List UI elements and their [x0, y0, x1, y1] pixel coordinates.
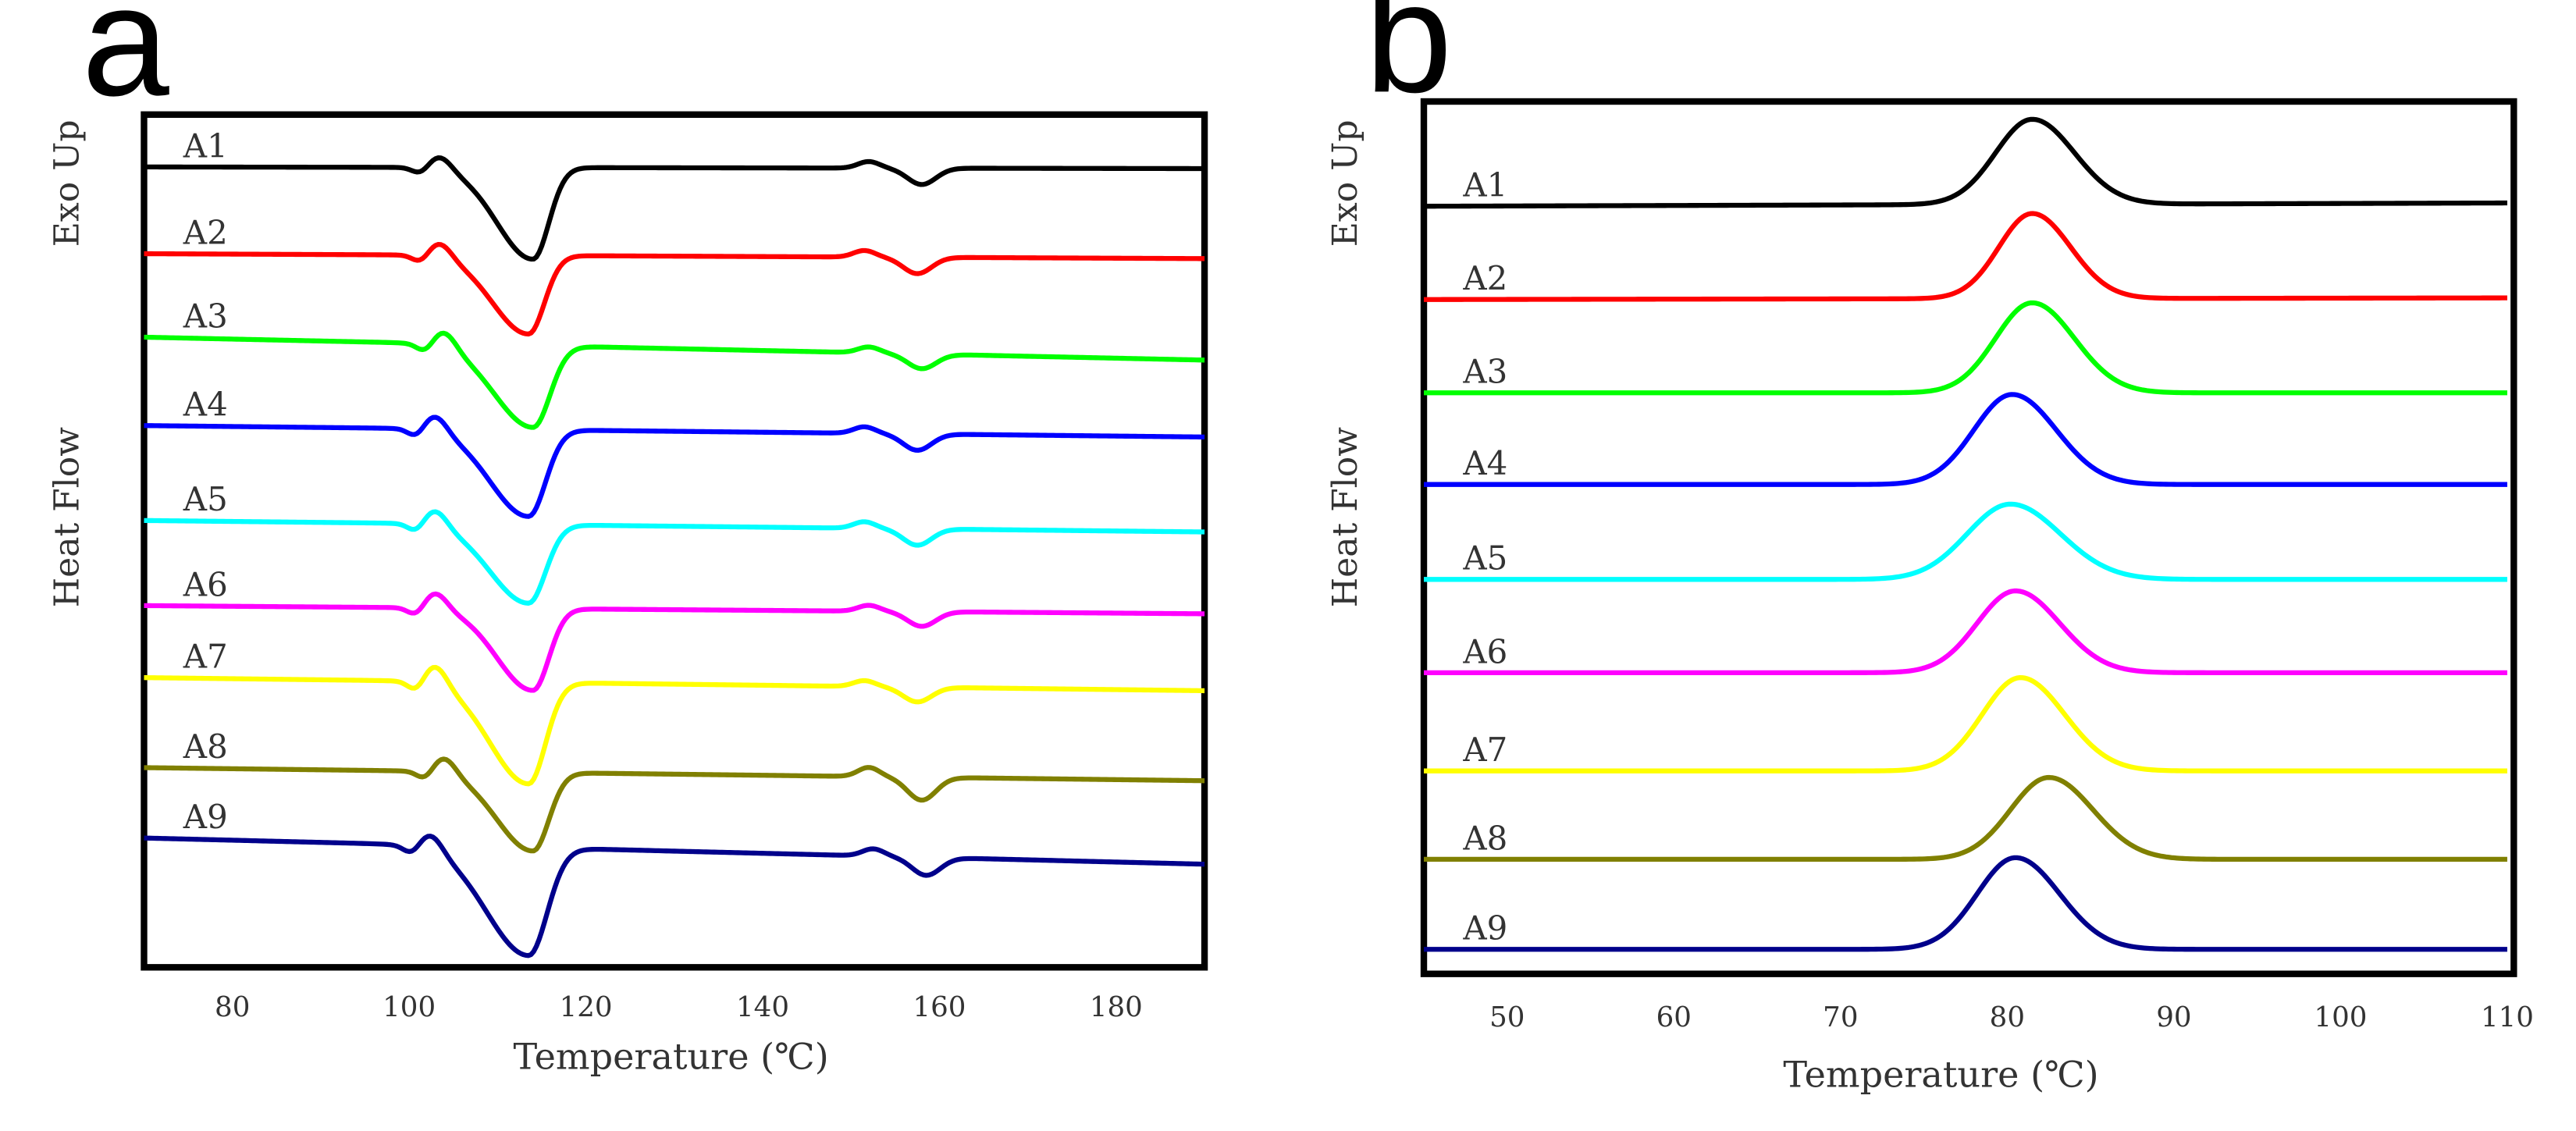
series-label-a1: A1: [183, 126, 228, 165]
plot-frame-a: [141, 111, 1208, 971]
series-line-a4: [1424, 392, 2507, 487]
series-line-a2: [144, 241, 1205, 337]
x-tick-label: 80: [1990, 1001, 2025, 1033]
series-line-a7: [1424, 675, 2507, 774]
series-label-a1: A1: [1462, 166, 1507, 205]
series-line-a8: [1424, 774, 2507, 862]
x-tick-label: 180: [1090, 991, 1143, 1023]
chart-panel-a: a Exo Up Heat Flow 80 100 120 140 160 180 A1 A…: [48, 0, 1208, 1077]
series-label-a9: A9: [1462, 909, 1507, 948]
series-line-a9: [144, 834, 1205, 959]
series-line-a3: [144, 330, 1205, 430]
series-label-a6: A6: [1462, 632, 1507, 670]
series-label-a9: A9: [183, 798, 228, 836]
x-tick-label: 110: [2481, 1001, 2534, 1033]
panel-label-b: b: [1365, 0, 1453, 125]
series-line-a5: [144, 509, 1205, 606]
x-tick-label: 70: [1823, 1001, 1858, 1033]
series-label-a7: A7: [183, 638, 228, 676]
series-label-a7: A7: [1462, 731, 1507, 769]
series-label-a2: A2: [183, 213, 228, 251]
series-line-a1: [1424, 116, 2507, 209]
series-label-a4: A4: [183, 386, 228, 424]
chart-panel-b: b Exo Up Heat Flow 50 60 70 80 90 100 110 A1 A2…: [1325, 0, 2534, 1095]
series-line-a2: [1424, 211, 2507, 302]
x-tick-label: 60: [1656, 1001, 1692, 1033]
series-label-a6: A6: [183, 565, 228, 603]
series-line-a3: [1424, 300, 2507, 396]
series-line-a1: [144, 155, 1205, 262]
y-axis-label-top-b: Exo Up: [1325, 119, 1365, 247]
series-label-a5: A5: [1462, 539, 1507, 578]
series-label-a2: A2: [1462, 259, 1507, 297]
series-label-a3: A3: [183, 297, 228, 335]
x-tick-label: 120: [560, 991, 613, 1023]
series-line-a4: [144, 414, 1205, 519]
x-tick-label: 100: [382, 991, 436, 1023]
series-line-a7: [144, 664, 1205, 787]
series-line-a6: [1424, 588, 2507, 675]
x-axis-label-b: Temperature (℃): [1783, 1053, 2098, 1095]
x-tick-label: 80: [215, 991, 250, 1023]
y-axis-label-bottom-a: Heat Flow: [48, 427, 87, 607]
x-tick-label: 100: [2314, 1001, 2367, 1033]
series-label-a3: A3: [1462, 353, 1507, 391]
plot-frame-b: [1420, 98, 2517, 977]
series-line-a6: [144, 591, 1205, 693]
series-label-a4: A4: [1462, 444, 1507, 482]
y-axis-label-bottom-b: Heat Flow: [1325, 427, 1365, 607]
series-line-a5: [1424, 501, 2507, 582]
x-tick-label: 50: [1489, 1001, 1525, 1033]
series-label-a8: A8: [1462, 819, 1507, 857]
x-tick-label: 90: [2156, 1001, 2191, 1033]
series-line-a8: [144, 756, 1205, 854]
series-line-a9: [1424, 855, 2507, 952]
x-tick-label: 160: [913, 991, 966, 1023]
x-tick-label: 140: [736, 991, 789, 1023]
panel-label-a: a: [82, 0, 169, 129]
x-axis-label-a: Temperature (℃): [513, 1035, 828, 1077]
series-label-a8: A8: [183, 727, 228, 766]
series-label-a5: A5: [183, 480, 228, 518]
y-axis-label-top-a: Exo Up: [48, 119, 87, 247]
